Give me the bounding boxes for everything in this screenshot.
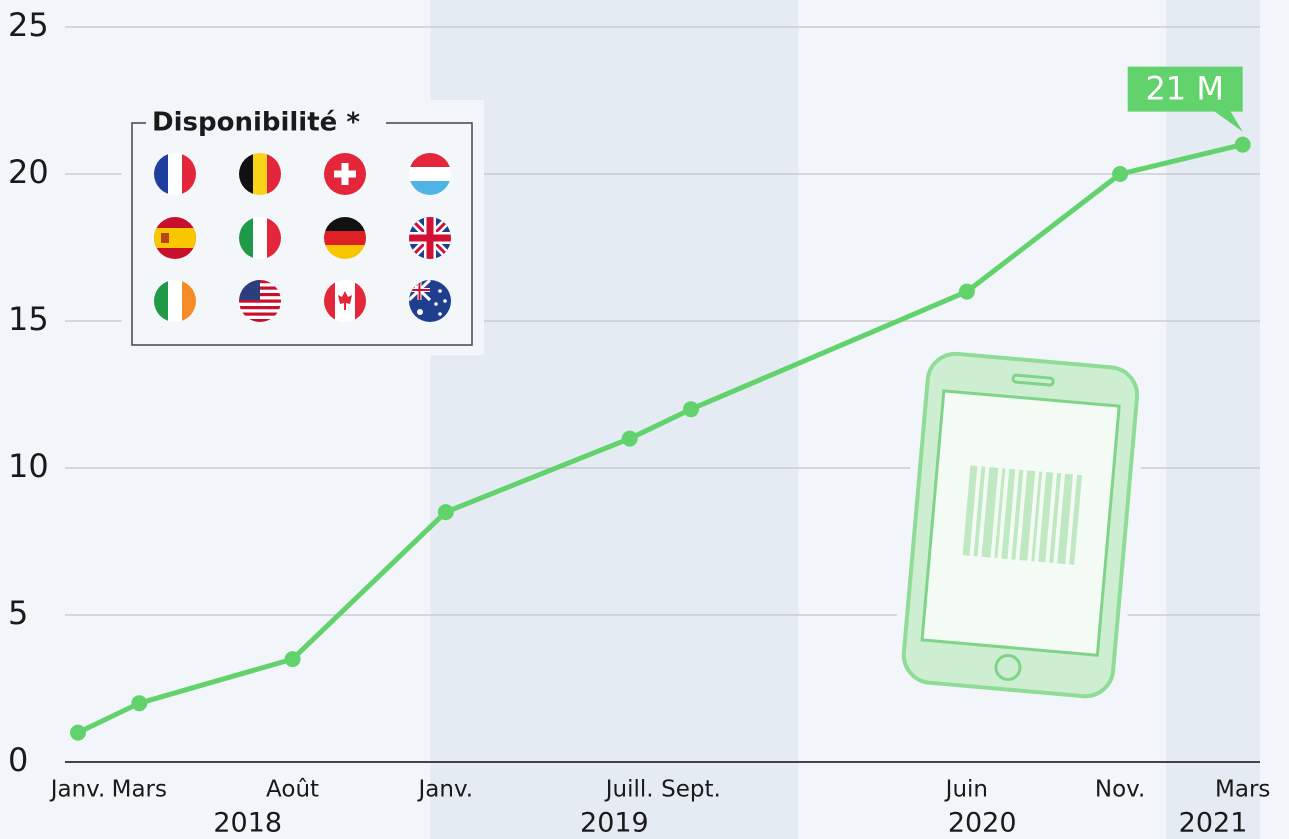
x-tick-label: Mars [112,777,167,803]
value-label: 21 M [1145,70,1224,108]
point [131,695,147,711]
y-tick-label: 20 [8,153,49,191]
flag [154,280,196,322]
point [959,284,975,300]
flag [324,153,366,195]
point [1112,166,1128,182]
flag [409,153,451,195]
x-tick-label: Sept. [661,777,721,803]
point [622,431,638,447]
year-band [430,0,798,839]
x-year-label: 2021 [1179,808,1248,839]
flag [154,217,196,259]
flag [239,217,281,259]
point [438,504,454,520]
legend: Disponibilité * [122,100,484,355]
flag [324,217,366,259]
flag [239,280,281,322]
chart: Disponibilité * 2018 2019 2020 2021 0 5 10 15 20… [0,0,1289,839]
flag [154,153,196,195]
x-tick-label: Mars [1215,777,1270,803]
point [683,401,699,417]
point [70,725,86,741]
y-tick-label: 25 [8,6,49,44]
flag [409,280,451,322]
x-tick-label: Janv. [49,777,106,803]
y-tick-label: 15 [8,300,49,338]
x-tick-label: Août [266,777,319,803]
x-tick-label: Juin [944,777,988,803]
flag [239,153,281,195]
point [1235,137,1251,153]
x-tick-label: Juill. [604,777,654,803]
x-tick-label: Nov. [1095,777,1145,803]
x-year-label: 2020 [948,808,1017,839]
legend-title: Disponibilité * [152,108,360,138]
y-tick-label: 5 [8,594,28,632]
flag [409,217,451,259]
phone-icon [891,341,1151,710]
y-tick-label: 10 [8,447,49,485]
x-tick-label: Janv. [417,777,474,803]
y-tick-label: 0 [8,741,28,779]
year-band [1166,0,1260,839]
flag [324,280,366,322]
x-year-label: 2018 [213,808,282,839]
x-year-label: 2019 [580,808,649,839]
point [285,651,301,667]
